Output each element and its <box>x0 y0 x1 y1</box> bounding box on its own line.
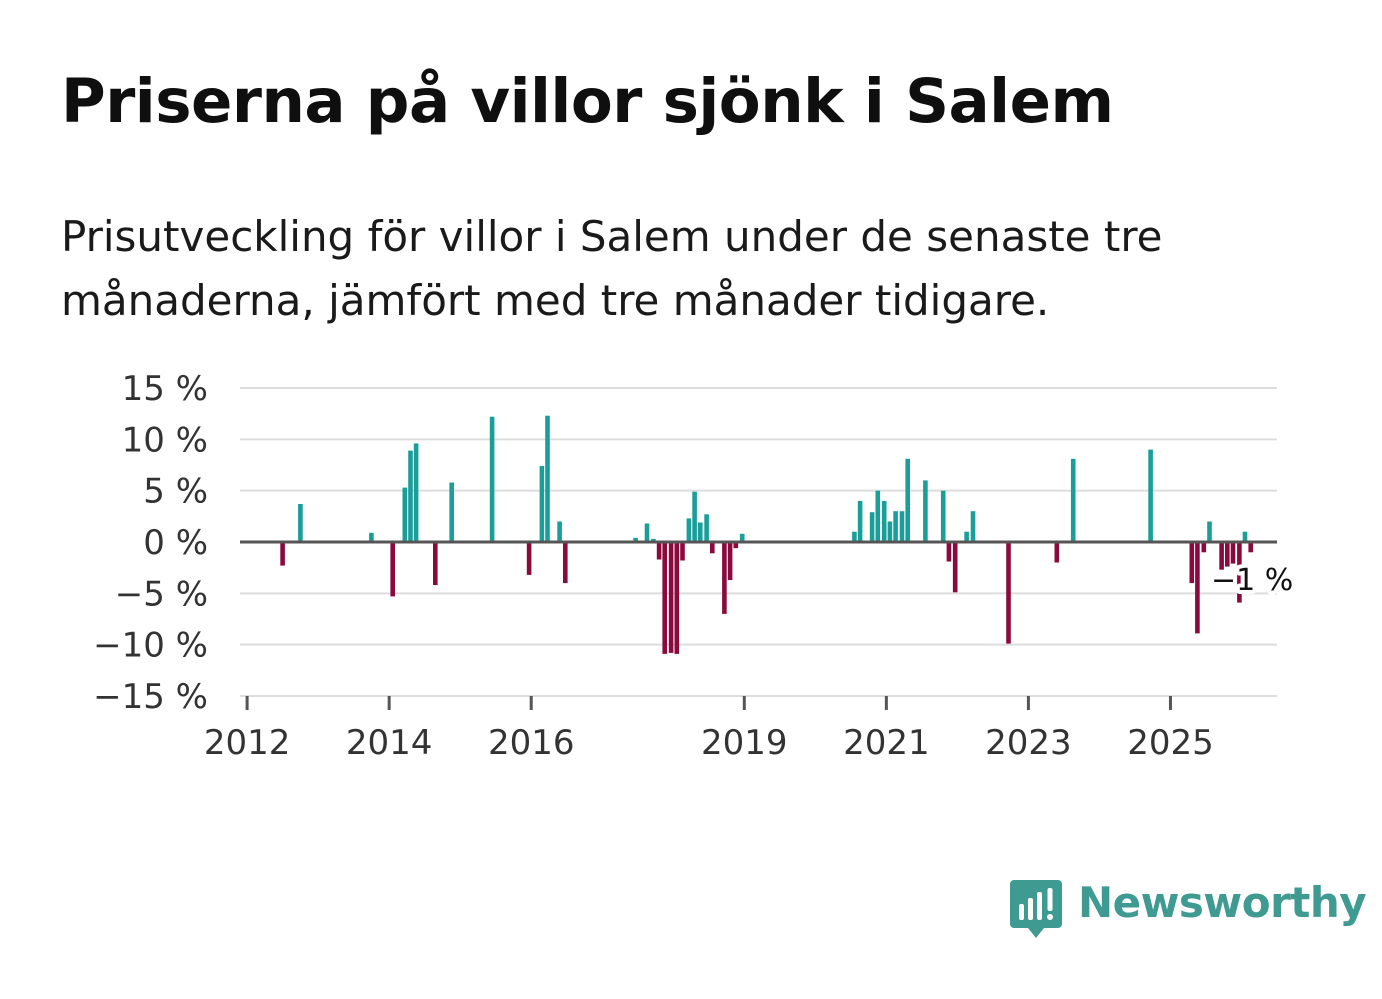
bar <box>298 504 303 542</box>
annotation: −1 % <box>1207 559 1297 602</box>
bars <box>280 415 1253 654</box>
bar <box>686 518 692 542</box>
bar <box>656 542 662 560</box>
bar <box>1006 542 1011 644</box>
bar <box>680 542 685 561</box>
bar <box>1207 521 1212 542</box>
bar <box>1225 542 1230 567</box>
x-tick-label: 2016 <box>488 723 575 763</box>
bar <box>875 490 881 542</box>
bar <box>692 491 697 542</box>
bar <box>722 542 727 614</box>
y-tick-label: 10 % <box>122 420 208 460</box>
y-tick-label: −15 % <box>93 677 208 717</box>
bar <box>526 542 532 575</box>
bar <box>887 521 893 542</box>
newsworthy-logo-icon <box>1010 880 1062 938</box>
bar <box>413 443 419 542</box>
bar <box>899 511 905 542</box>
bar <box>852 531 857 542</box>
bar <box>733 542 739 549</box>
bar <box>964 531 969 542</box>
y-tick-label: 0 % <box>143 523 208 563</box>
chart-subtitle: Prisutveckling för villor i Salem under … <box>61 212 1163 325</box>
bar <box>1189 542 1195 584</box>
x-tick-label: 2014 <box>346 723 433 763</box>
bar <box>923 480 928 542</box>
bar <box>1242 531 1248 542</box>
bar <box>408 450 413 542</box>
x-tick-label: 2021 <box>843 723 930 763</box>
newsworthy-brand: Newsworthy <box>1010 874 1367 944</box>
bar <box>881 500 887 542</box>
bar <box>727 542 733 580</box>
bar <box>739 533 745 542</box>
bar <box>402 487 408 542</box>
y-axis-ticks: 15 % 10 % 5 % 0 % −5 % −10 % −15 % <box>93 369 208 717</box>
bar <box>1148 449 1153 542</box>
bar <box>545 415 550 542</box>
bar <box>449 482 454 542</box>
x-tick-label: 2025 <box>1127 723 1214 763</box>
chart-title: Priserna på villor sjönk i Salem <box>61 66 1114 137</box>
bar <box>674 542 680 654</box>
bar <box>1237 542 1242 603</box>
bar <box>1248 542 1253 553</box>
bar <box>698 522 703 542</box>
x-tick-label: 2023 <box>985 723 1072 763</box>
y-tick-label: 5 % <box>143 472 208 512</box>
x-axis: 2012 2014 2016 2019 2021 2023 2025 <box>204 696 1214 763</box>
bar <box>1054 542 1060 563</box>
bar <box>970 511 976 542</box>
bar <box>563 542 568 584</box>
bar <box>952 542 958 593</box>
x-tick-label: 2019 <box>701 723 788 763</box>
bar <box>857 500 863 542</box>
x-tick-label: 2012 <box>204 723 291 763</box>
y-tick-label: 15 % <box>122 369 208 409</box>
bar-chart: 15 %10 %5 %0 %−5 %−10 %−15 % 2012 2014 201… <box>93 369 1297 763</box>
bar <box>1219 542 1224 570</box>
bar <box>869 512 875 542</box>
y-tick-label: −5 % <box>115 574 208 614</box>
bar <box>369 532 374 542</box>
annotation-label: −1 % <box>1211 563 1293 598</box>
bar <box>940 490 946 542</box>
bar <box>668 542 674 653</box>
bar <box>893 511 898 542</box>
bar <box>539 466 545 542</box>
bar <box>633 537 638 542</box>
bar <box>489 416 495 542</box>
y-tick-label: −10 % <box>93 626 208 666</box>
bar <box>946 542 952 562</box>
bar <box>644 523 650 542</box>
bar <box>1230 542 1236 564</box>
brand-name: Newsworthy <box>1078 878 1367 927</box>
bar <box>280 542 285 566</box>
bar <box>1201 542 1207 553</box>
bar <box>662 542 667 654</box>
bar <box>710 542 715 554</box>
bar <box>557 521 562 542</box>
bar <box>433 542 438 586</box>
bar <box>651 538 656 542</box>
bar <box>905 458 910 542</box>
bar <box>390 542 395 597</box>
bar <box>1070 458 1076 542</box>
bar <box>704 514 709 542</box>
bar <box>1195 542 1200 634</box>
gridlines <box>240 387 1277 697</box>
